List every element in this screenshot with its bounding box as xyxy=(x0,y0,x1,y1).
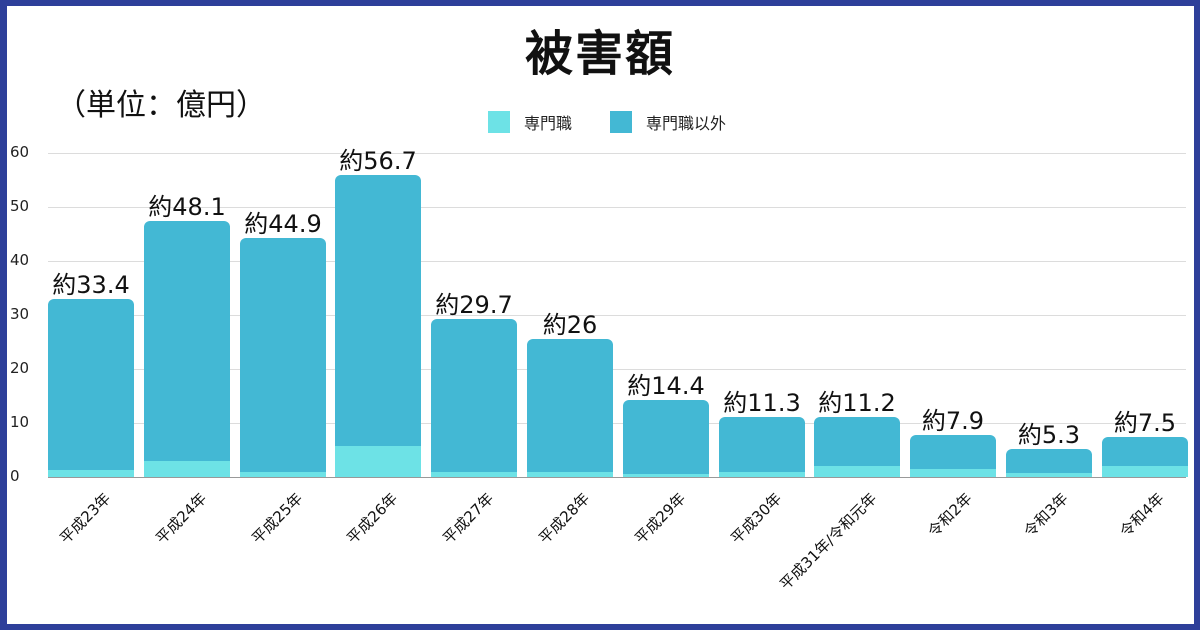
bar-segment-non-specialist xyxy=(240,238,326,472)
bar xyxy=(1006,449,1092,477)
bar xyxy=(431,319,517,477)
bar-segment-specialist xyxy=(527,472,613,477)
chart-title: 被害額 xyxy=(524,26,675,82)
bar-segment-non-specialist xyxy=(48,299,134,470)
bar-value-label: 約7.5 xyxy=(1113,409,1177,437)
bar-segment-specialist xyxy=(48,470,134,477)
bar xyxy=(623,400,709,477)
bar xyxy=(719,417,805,477)
bar-segment-specialist xyxy=(1006,473,1092,477)
bar xyxy=(910,435,996,477)
gridline xyxy=(48,423,1186,424)
bar-value-label: 約5.3 xyxy=(1017,421,1081,449)
bar-segment-non-specialist xyxy=(527,339,613,472)
gridline xyxy=(48,261,1186,262)
bar xyxy=(48,299,134,477)
bar xyxy=(335,175,421,477)
bar-segment-non-specialist xyxy=(431,319,517,472)
bar-value-label: 約44.9 xyxy=(244,210,322,238)
bar xyxy=(240,238,326,477)
legend-label: 専門職以外 xyxy=(646,114,727,133)
y-tick-label: 30 xyxy=(10,305,30,323)
legend-swatch-specialist xyxy=(488,111,510,133)
legend-label: 専門職 xyxy=(524,114,573,133)
y-tick-label: 40 xyxy=(10,251,30,269)
bar-value-label: 約11.2 xyxy=(818,389,896,417)
bar-value-label: 約11.3 xyxy=(723,389,801,417)
y-tick-label: 50 xyxy=(10,197,30,215)
y-tick-label: 0 xyxy=(10,467,20,485)
bar xyxy=(144,221,230,477)
gridline xyxy=(48,369,1186,370)
bar-segment-specialist xyxy=(431,472,517,477)
bar-segment-non-specialist xyxy=(1102,437,1188,466)
gridline xyxy=(48,315,1186,316)
bar-segment-specialist xyxy=(719,472,805,477)
bar-value-label: 約7.9 xyxy=(921,407,985,435)
bar xyxy=(814,417,900,477)
bar-value-label: 約33.4 xyxy=(52,271,130,299)
bar-segment-non-specialist xyxy=(623,400,709,474)
bar-segment-non-specialist xyxy=(814,417,900,466)
bar xyxy=(1102,437,1188,477)
gridline xyxy=(48,153,1186,154)
bar-segment-specialist xyxy=(144,461,230,477)
bar-segment-specialist xyxy=(240,472,326,477)
y-tick-label: 60 xyxy=(10,143,30,161)
bar xyxy=(527,339,613,477)
bar-value-label: 約29.7 xyxy=(435,291,513,319)
bar-segment-specialist xyxy=(910,469,996,477)
bar-segment-non-specialist xyxy=(910,435,996,469)
legend-item-non-specialist: 専門職以外 xyxy=(610,110,726,134)
bar-segment-specialist xyxy=(1102,466,1188,477)
bar-segment-specialist xyxy=(335,446,421,477)
y-tick-label: 20 xyxy=(10,359,30,377)
gridline xyxy=(48,207,1186,208)
bar-value-label: 約56.7 xyxy=(339,147,417,175)
bar-segment-non-specialist xyxy=(335,175,421,446)
bar-segment-specialist xyxy=(623,474,709,477)
y-tick-label: 10 xyxy=(10,413,30,431)
bar-value-label: 約26 xyxy=(542,311,598,339)
bar-segment-non-specialist xyxy=(144,221,230,461)
unit-label: （単位：億円） xyxy=(56,88,266,123)
legend: 専門職 専門職以外 xyxy=(488,110,764,134)
legend-swatch-non-specialist xyxy=(610,111,633,133)
legend-item-specialist: 専門職 xyxy=(488,110,572,134)
bar-segment-non-specialist xyxy=(1006,449,1092,473)
bar-value-label: 約14.4 xyxy=(627,372,705,400)
bar-segment-specialist xyxy=(814,466,900,477)
x-axis-line xyxy=(48,477,1186,478)
bar-segment-non-specialist xyxy=(719,417,805,472)
bar-value-label: 約48.1 xyxy=(148,193,226,221)
